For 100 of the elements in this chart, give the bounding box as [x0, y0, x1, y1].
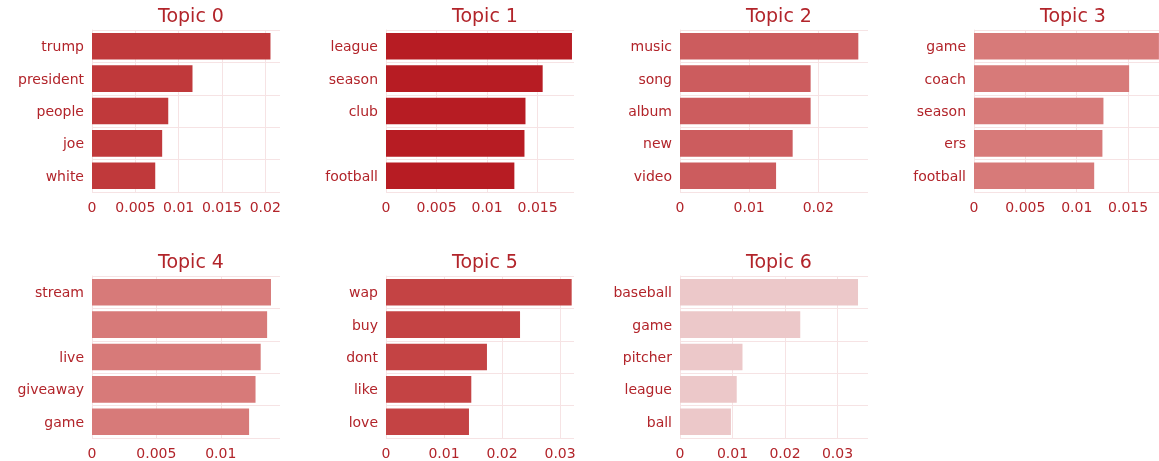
- x-tick-label: 0.01: [163, 199, 195, 215]
- bar: [386, 311, 521, 338]
- y-tick-label: game: [632, 316, 672, 333]
- y-tick-label: game: [926, 38, 966, 55]
- chart-title: Topic 3: [1039, 3, 1106, 26]
- bar: [680, 376, 737, 403]
- y-tick-label: new: [643, 135, 672, 152]
- bar: [974, 97, 1104, 125]
- chart-title: Topic 2: [745, 3, 812, 26]
- y-tick-label: joe: [61, 135, 84, 152]
- y-tick-label: album: [628, 103, 672, 119]
- bar: [92, 376, 256, 403]
- y-tick-label: football: [325, 167, 378, 184]
- y-tick-label: love: [348, 413, 378, 430]
- bar: [386, 162, 515, 190]
- bar: [680, 65, 811, 92]
- y-tick-label: season: [916, 103, 966, 119]
- bar: [386, 65, 543, 92]
- x-tick-label: 0.01: [471, 199, 503, 215]
- x-tick-label: 0.005: [1005, 199, 1046, 215]
- y-tick-label: game: [44, 413, 84, 430]
- y-tick-label: pitcher: [622, 349, 673, 365]
- y-tick-label: league: [330, 38, 378, 55]
- x-tick-label: 0: [87, 199, 97, 215]
- bar: [680, 343, 743, 371]
- bar: [680, 130, 793, 157]
- x-tick-label: 0.01: [1061, 199, 1093, 215]
- bar: [974, 32, 1159, 60]
- x-tick-label: 0: [675, 445, 685, 461]
- y-tick-label: league: [624, 381, 672, 398]
- x-tick-label: 0.01: [205, 445, 237, 461]
- x-tick-label: 0.03: [821, 445, 854, 461]
- y-tick-label: buy: [351, 316, 378, 333]
- bar: [680, 278, 859, 306]
- y-tick-label: song: [638, 70, 672, 87]
- y-tick-label: coach: [924, 70, 966, 87]
- x-tick-label: 0.015: [201, 199, 242, 215]
- chart-title: Topic 6: [745, 249, 812, 272]
- y-tick-label: people: [36, 103, 84, 119]
- x-tick-label: 0: [969, 199, 979, 215]
- y-tick-label: ball: [646, 413, 672, 430]
- bar: [92, 408, 250, 436]
- x-tick-label: 0.005: [136, 445, 177, 461]
- y-tick-label: baseball: [613, 284, 672, 301]
- bar: [92, 130, 163, 157]
- x-tick-label: 0.02: [249, 199, 281, 215]
- chart-title: Topic 1: [451, 3, 518, 26]
- y-tick-label: giveaway: [17, 381, 84, 398]
- x-tick-label: 0.015: [517, 199, 558, 215]
- x-tick-label: 0.03: [544, 445, 576, 461]
- bar: [386, 408, 469, 436]
- bar: [92, 97, 169, 125]
- bar: [386, 32, 572, 60]
- bar: [680, 162, 777, 190]
- x-tick-label: 0: [675, 199, 685, 215]
- bar: [92, 32, 271, 60]
- x-tick-label: 0.02: [802, 199, 834, 215]
- y-tick-label: football: [913, 167, 966, 184]
- y-tick-label: dont: [346, 349, 379, 365]
- bar: [680, 311, 801, 338]
- bar: [386, 343, 487, 371]
- y-tick-label: ers: [944, 135, 966, 152]
- y-tick-label: season: [328, 70, 378, 87]
- y-tick-label: club: [348, 103, 379, 119]
- bar: [974, 130, 1103, 157]
- y-tick-label: video: [633, 167, 672, 184]
- bar: [974, 65, 1130, 92]
- bar: [386, 130, 525, 157]
- chart-title: Topic 5: [451, 249, 518, 272]
- bar: [680, 32, 859, 60]
- bar: [92, 65, 193, 92]
- y-tick-label: stream: [34, 284, 84, 301]
- x-tick-label: 0: [381, 445, 391, 461]
- y-tick-label: music: [630, 38, 672, 55]
- x-tick-label: 0: [381, 199, 391, 215]
- y-tick-label: like: [353, 381, 378, 398]
- chart-title: Topic 4: [157, 249, 224, 272]
- bar: [92, 162, 156, 190]
- x-tick-label: 0.02: [486, 445, 518, 461]
- y-tick-label: trump: [41, 38, 85, 55]
- bar: [386, 376, 472, 403]
- bar: [92, 278, 271, 306]
- y-tick-label: wap: [349, 284, 379, 301]
- bar: [92, 311, 268, 338]
- y-tick-label: president: [18, 70, 85, 87]
- chart-title: Topic 0: [157, 3, 224, 26]
- x-tick-label: 0.015: [1108, 199, 1149, 215]
- x-tick-label: 0.005: [416, 199, 457, 215]
- bar: [386, 97, 526, 125]
- bar: [386, 278, 572, 306]
- bar: [680, 408, 731, 436]
- x-tick-label: 0.01: [428, 445, 460, 461]
- bar: [680, 97, 811, 125]
- x-tick-label: 0: [87, 445, 97, 461]
- bar: [974, 162, 1095, 190]
- y-tick-label: white: [45, 167, 84, 184]
- x-tick-label: 0.01: [716, 445, 749, 461]
- x-tick-label: 0.01: [733, 199, 765, 215]
- x-tick-label: 0.005: [115, 199, 156, 215]
- y-tick-label: live: [59, 349, 84, 365]
